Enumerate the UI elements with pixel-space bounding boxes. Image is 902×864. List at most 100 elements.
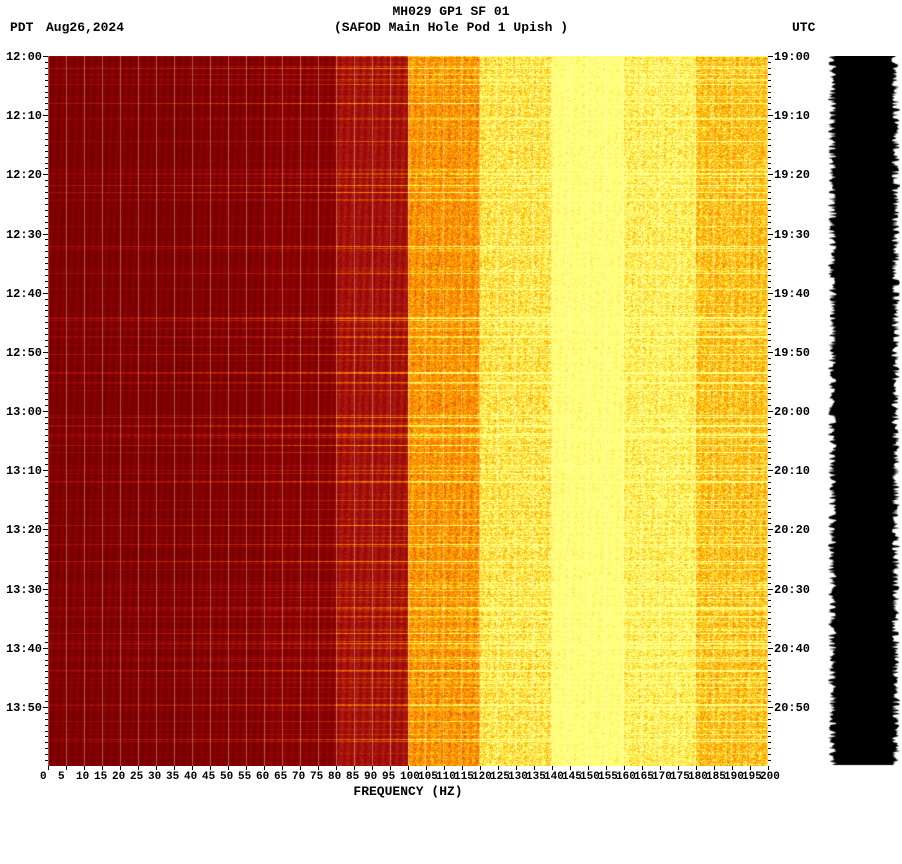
y-minor-tick [45,222,48,223]
y-major-tick [768,707,773,708]
x-tick-mark [228,766,229,770]
y-minor-tick [768,405,771,406]
y-minor-tick [45,683,48,684]
y-minor-tick [45,251,48,252]
y-minor-tick [45,600,48,601]
y-minor-tick [45,275,48,276]
y-minor-tick [768,328,771,329]
x-tick-label: 65 [274,771,287,783]
x-tick-mark [696,766,697,770]
y-minor-tick [45,86,48,87]
x-tick-mark [102,766,103,770]
y-minor-tick [768,535,771,536]
y-minor-tick [45,618,48,619]
x-tick-mark [390,766,391,770]
y-minor-tick [45,328,48,329]
y-minor-tick [45,488,48,489]
y-minor-tick [45,512,48,513]
y-minor-tick [768,600,771,601]
y-minor-tick [45,228,48,229]
y-minor-tick [45,358,48,359]
y-major-tick [43,470,48,471]
y-minor-tick [45,376,48,377]
y-minor-tick [768,731,771,732]
y-minor-tick [768,168,771,169]
y-major-tick [43,589,48,590]
x-tick-mark [732,766,733,770]
x-tick-mark [246,766,247,770]
y-minor-tick [45,742,48,743]
x-tick-label: 145 [562,771,582,783]
y-tick-left: 12:50 [6,346,42,360]
y-tick-right: 20:10 [774,464,810,478]
x-tick-mark [120,766,121,770]
x-tick-mark [444,766,445,770]
x-tick-mark [210,766,211,770]
y-minor-tick [768,245,771,246]
x-tick-label: 115 [454,771,474,783]
y-minor-tick [45,553,48,554]
x-tick-mark [84,766,85,770]
y-minor-tick [768,204,771,205]
y-minor-tick [45,74,48,75]
y-minor-tick [768,263,771,264]
y-minor-tick [768,376,771,377]
y-minor-tick [45,257,48,258]
y-tick-right: 19:10 [774,109,810,123]
y-minor-tick [768,269,771,270]
y-tick-left: 12:00 [6,50,42,64]
y-minor-tick [45,606,48,607]
y-tick-right: 20:50 [774,701,810,715]
x-tick-label: 125 [490,771,510,783]
x-tick-label: 190 [724,771,744,783]
x-tick-label: 110 [436,771,456,783]
title-line-1: MH029 GP1 SF 01 [0,4,902,19]
y-minor-tick [768,683,771,684]
y-minor-tick [768,103,771,104]
y-minor-tick [45,405,48,406]
y-major-tick [768,115,773,116]
x-tick-mark [174,766,175,770]
y-minor-tick [768,612,771,613]
x-tick-label: 175 [670,771,690,783]
y-major-tick [768,529,773,530]
y-minor-tick [768,760,771,761]
x-tick-label: 40 [184,771,197,783]
y-minor-tick [45,725,48,726]
x-tick-mark [354,766,355,770]
y-minor-tick [45,334,48,335]
y-minor-tick [768,506,771,507]
y-minor-tick [768,334,771,335]
y-tick-right: 20:00 [774,405,810,419]
y-minor-tick [768,222,771,223]
y-tick-right: 19:40 [774,287,810,301]
x-tick-label: 10 [76,771,89,783]
y-minor-tick [768,305,771,306]
y-minor-tick [768,719,771,720]
y-major-tick [43,411,48,412]
x-tick-label: 105 [418,771,438,783]
y-minor-tick [45,447,48,448]
y-minor-tick [45,109,48,110]
y-minor-tick [45,760,48,761]
y-minor-tick [768,97,771,98]
y-minor-tick [768,583,771,584]
y-minor-tick [768,488,771,489]
x-tick-mark [426,766,427,770]
title-line-2: (SAFOD Main Hole Pod 1 Upish ) [0,20,902,35]
x-tick-mark [336,766,337,770]
y-minor-tick [45,736,48,737]
x-tick-label: 200 [760,771,780,783]
y-minor-tick [45,630,48,631]
y-minor-tick [768,748,771,749]
y-minor-tick [45,310,48,311]
y-minor-tick [768,713,771,714]
y-minor-tick [45,731,48,732]
x-tick-mark [660,766,661,770]
x-tick-label: 140 [544,771,564,783]
x-tick-mark [138,766,139,770]
y-minor-tick [45,494,48,495]
date-label: Aug26,2024 [46,20,124,35]
y-major-tick [768,589,773,590]
y-minor-tick [768,257,771,258]
